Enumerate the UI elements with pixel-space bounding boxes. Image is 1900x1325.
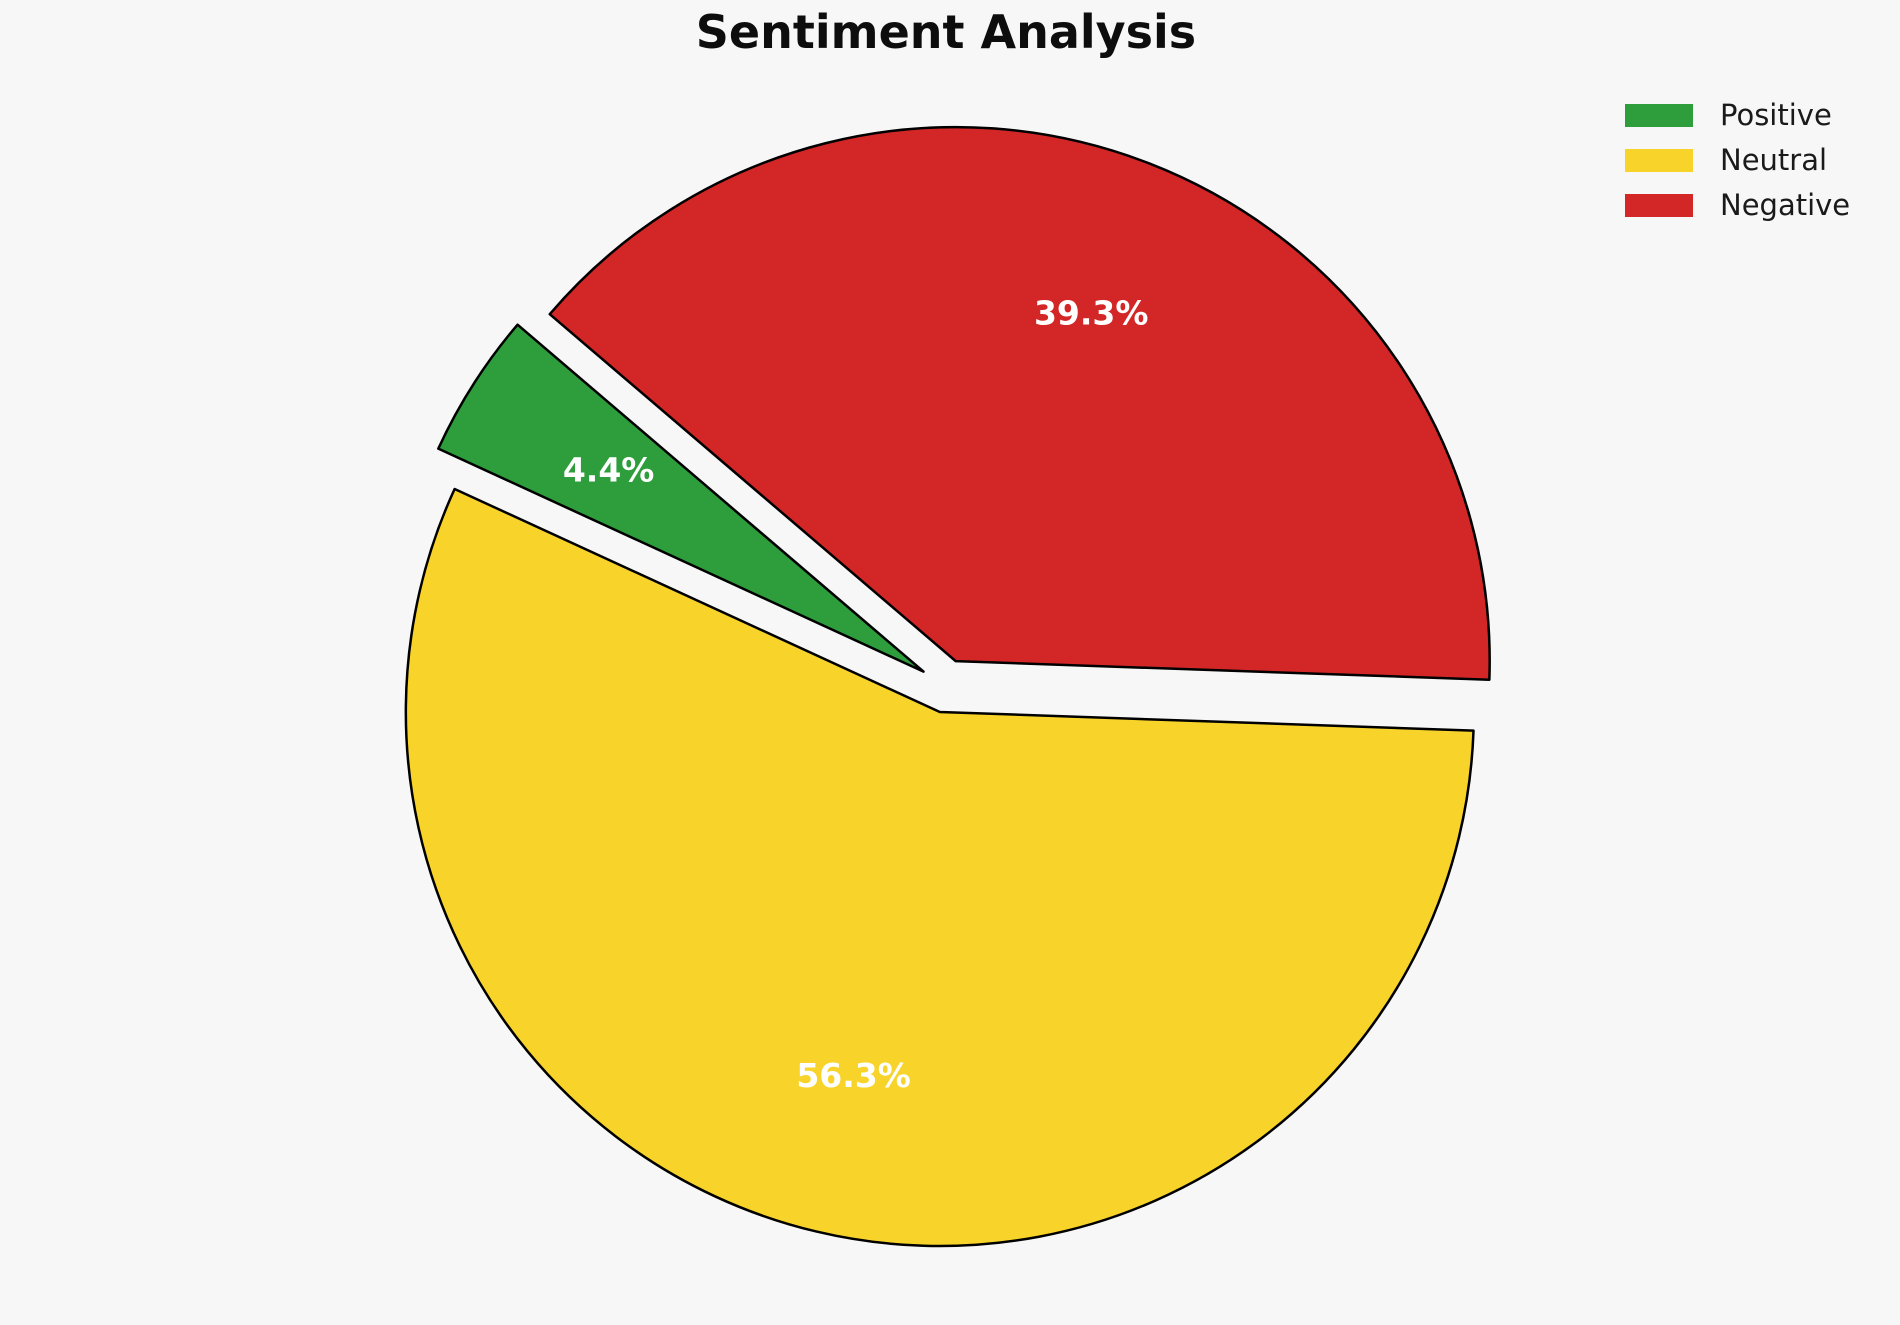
pie-slice-neutral <box>404 487 1475 1248</box>
legend-item-neutral: Neutral <box>1625 143 1850 177</box>
pie-pct-label-neutral: 56.3% <box>796 1056 911 1095</box>
legend-item-positive: Positive <box>1625 98 1850 132</box>
legend-swatch-negative <box>1625 194 1693 217</box>
legend-swatch-neutral <box>1625 149 1693 172</box>
legend-label-positive: Positive <box>1720 98 1832 132</box>
legend-item-negative: Negative <box>1625 188 1851 222</box>
pie-slice-negative <box>548 125 1491 681</box>
pie-pct-label-positive: 4.4% <box>563 451 655 490</box>
pie-pct-label-negative: 39.3% <box>1034 293 1149 332</box>
legend-swatch-positive <box>1625 104 1693 127</box>
legend-label-neutral: Neutral <box>1720 143 1828 177</box>
chart-title: Sentiment Analysis <box>695 5 1197 59</box>
pie-slice-positive <box>437 323 925 673</box>
legend-label-negative: Negative <box>1720 188 1851 222</box>
legend: Positive Neutral Negative <box>1625 98 1851 239</box>
